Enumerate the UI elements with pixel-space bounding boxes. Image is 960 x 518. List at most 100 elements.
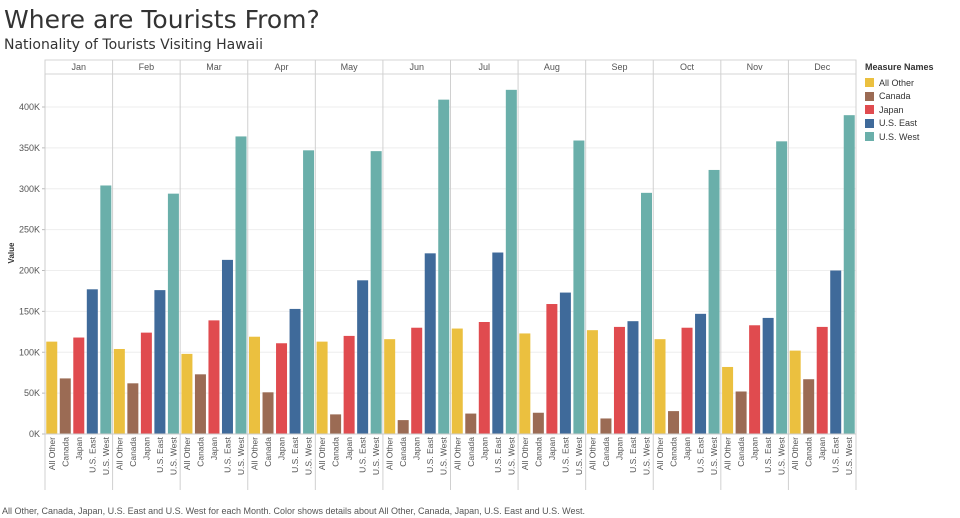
x-tick-label: All Other	[317, 437, 327, 470]
x-tick-label: All Other	[452, 437, 462, 470]
x-tick-label: All Other	[114, 437, 124, 470]
bar-mar-japan	[208, 320, 220, 434]
legend-label: Canada	[879, 91, 911, 102]
bar-sep-all-other	[586, 330, 598, 434]
x-tick-label: All Other	[385, 437, 395, 470]
x-tick-label: Canada	[466, 437, 476, 467]
bar-may-canada	[330, 414, 342, 434]
legend-item-japan[interactable]: Japan	[865, 103, 934, 117]
x-tick-label: U.S. West	[709, 436, 719, 475]
bar-nov-u-s-east	[762, 317, 774, 434]
x-tick-label: U.S. East	[763, 436, 773, 473]
month-label: Apr	[275, 62, 289, 72]
bar-apr-japan	[276, 343, 288, 434]
bar-oct-all-other	[654, 339, 666, 434]
legend-item-us-east[interactable]: U.S. East	[865, 117, 934, 131]
x-tick-label: Japan	[74, 437, 84, 460]
bar-mar-u-s-west	[235, 136, 247, 434]
legend-swatch	[865, 78, 874, 88]
bar-jan-u-s-east	[86, 289, 98, 434]
bar-jun-u-s-east	[424, 253, 436, 434]
bar-jul-japan	[478, 322, 490, 434]
x-tick-label: Japan	[141, 437, 151, 460]
x-tick-label: Japan	[277, 437, 287, 460]
x-tick-label: U.S. West	[101, 436, 111, 475]
x-tick-label: All Other	[47, 437, 57, 470]
legend-label: Japan	[879, 104, 904, 115]
bar-apr-all-other	[249, 336, 261, 434]
x-tick-label: U.S. East	[358, 436, 368, 473]
y-axis-title: Value	[7, 242, 16, 263]
x-tick-label: U.S. East	[493, 436, 503, 473]
bar-jan-canada	[59, 378, 71, 434]
bar-dec-japan	[816, 326, 828, 434]
y-tick-label: 250K	[19, 225, 40, 235]
x-tick-label: Canada	[331, 437, 341, 467]
legend-item-us-west[interactable]: U.S. West	[865, 130, 934, 144]
x-tick-label: Canada	[128, 437, 138, 467]
x-tick-label: U.S. West	[439, 436, 449, 475]
x-tick-label: Canada	[398, 437, 408, 467]
x-tick-label: U.S. East	[425, 436, 435, 473]
x-tick-label: All Other	[250, 437, 260, 470]
y-tick-label: 200K	[19, 266, 40, 276]
bar-apr-u-s-east	[289, 308, 301, 434]
bar-nov-japan	[749, 325, 761, 434]
y-tick-label: 0K	[29, 429, 40, 439]
bar-may-u-s-east	[357, 280, 369, 434]
bar-jul-all-other	[451, 328, 463, 434]
x-tick-label: Canada	[601, 437, 611, 467]
legend-item-all-other[interactable]: All Other	[865, 76, 934, 90]
legend: Measure Names All Other Canada Japan U.S…	[865, 62, 934, 144]
y-tick-label: 400K	[19, 102, 40, 112]
legend-item-canada[interactable]: Canada	[865, 90, 934, 104]
bar-sep-u-s-east	[627, 321, 639, 434]
month-label: Oct	[680, 62, 695, 72]
bar-sep-u-s-west	[640, 192, 652, 434]
x-tick-label: U.S. West	[641, 436, 651, 475]
x-tick-label: Canada	[804, 437, 814, 467]
bar-aug-canada	[532, 412, 544, 434]
x-tick-label: U.S. West	[236, 436, 246, 475]
bar-jun-japan	[411, 327, 423, 434]
y-tick-label: 150K	[19, 306, 40, 316]
bar-mar-canada	[194, 374, 206, 434]
bar-feb-canada	[127, 383, 139, 434]
bar-apr-canada	[262, 392, 274, 434]
x-tick-label: Japan	[547, 437, 557, 460]
month-label: Dec	[814, 62, 831, 72]
x-tick-label: Japan	[682, 437, 692, 460]
bar-sep-canada	[600, 418, 612, 434]
legend-swatch	[865, 118, 874, 128]
x-tick-label: Canada	[263, 437, 273, 467]
x-tick-label: U.S. West	[777, 436, 787, 475]
bar-jun-all-other	[384, 339, 396, 434]
y-tick-label: 300K	[19, 184, 40, 194]
bar-feb-u-s-east	[154, 290, 166, 434]
bar-jan-japan	[73, 337, 85, 434]
x-tick-label: U.S. East	[222, 436, 232, 473]
legend-label: U.S. East	[879, 118, 918, 129]
legend-title: Measure Names	[865, 62, 934, 72]
month-label: Sep	[611, 62, 627, 72]
bar-nov-u-s-west	[776, 141, 788, 434]
x-tick-label: Japan	[209, 437, 219, 460]
x-tick-label: All Other	[182, 437, 192, 470]
month-label: Jun	[409, 62, 424, 72]
x-tick-label: U.S. West	[168, 436, 178, 475]
bar-oct-u-s-west	[708, 169, 720, 434]
month-label: May	[341, 62, 359, 72]
bar-mar-u-s-east	[221, 259, 233, 434]
month-label: Aug	[544, 62, 560, 72]
x-tick-label: U.S. East	[628, 436, 638, 473]
x-tick-label: All Other	[520, 437, 530, 470]
x-tick-label: U.S. East	[290, 436, 300, 473]
bar-dec-u-s-east	[830, 270, 842, 434]
bar-sep-japan	[613, 326, 625, 434]
bar-aug-u-s-east	[559, 292, 571, 434]
bar-dec-canada	[803, 379, 815, 434]
bar-dec-all-other	[789, 350, 801, 434]
chart-subtitle: Nationality of Tourists Visiting Hawaii	[4, 37, 264, 53]
x-tick-label: Canada	[533, 437, 543, 467]
